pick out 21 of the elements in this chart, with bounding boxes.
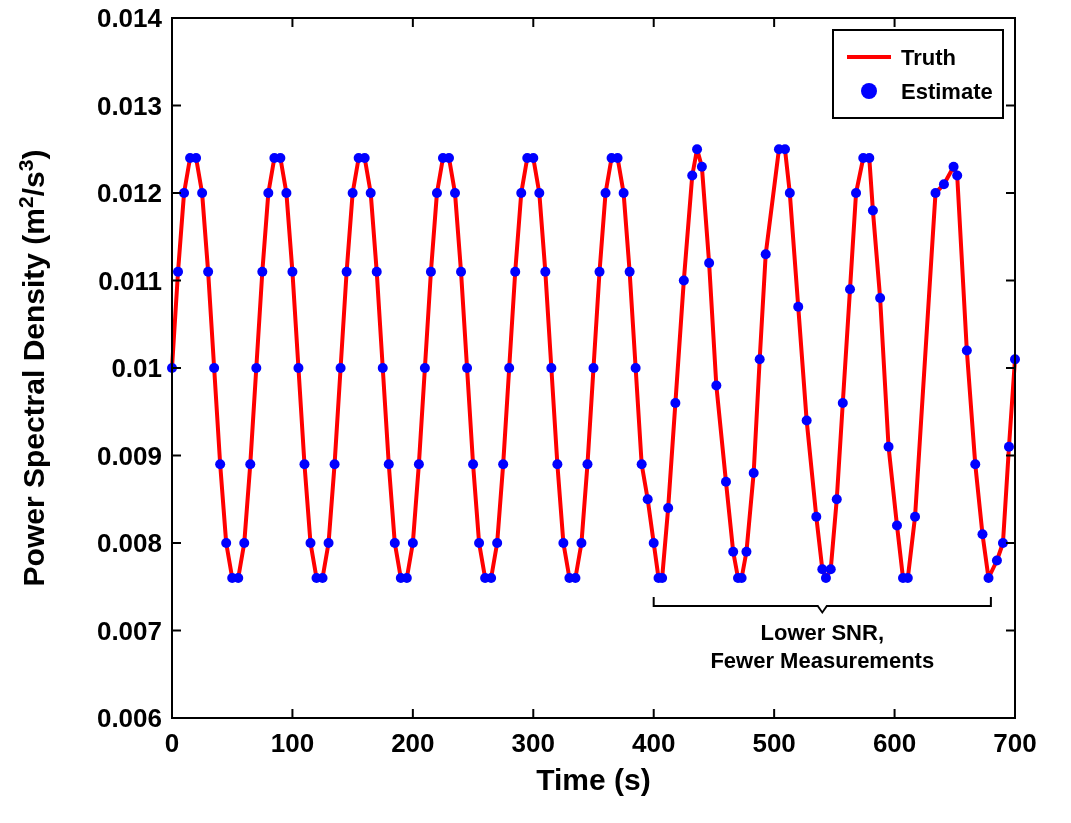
x-tick-label: 200 <box>391 728 435 758</box>
y-tick-label: 0.006 <box>96 703 162 733</box>
y-tick-label: 0.012 <box>96 178 162 208</box>
y-tick-label: 0.009 <box>96 440 162 471</box>
y-tick-label: 0.01 <box>111 353 162 383</box>
legend-label: Estimate <box>901 79 993 104</box>
x-tick-label: 600 <box>872 728 917 758</box>
x-axis-title: Time (s) <box>536 763 651 796</box>
y-tick-label: 0.011 <box>98 265 162 296</box>
x-tick-label: 0 <box>164 728 180 758</box>
x-tick-label: 300 <box>511 728 555 758</box>
x-tick-label: 400 <box>632 728 676 758</box>
y-tick-label: 0.008 <box>96 528 162 558</box>
annotation: Lower SNR, Fewer Measurements <box>710 620 935 673</box>
x-tick-label: 700 <box>993 728 1037 758</box>
y-tick-label: 0.013 <box>96 90 162 121</box>
y-tick-label: 0.007 <box>96 615 162 646</box>
x-tick-label: 500 <box>752 728 796 758</box>
y-tick-label: 0.014 <box>96 3 163 33</box>
legend-label: Truth <box>901 45 956 70</box>
x-tick-label: 100 <box>270 728 315 758</box>
